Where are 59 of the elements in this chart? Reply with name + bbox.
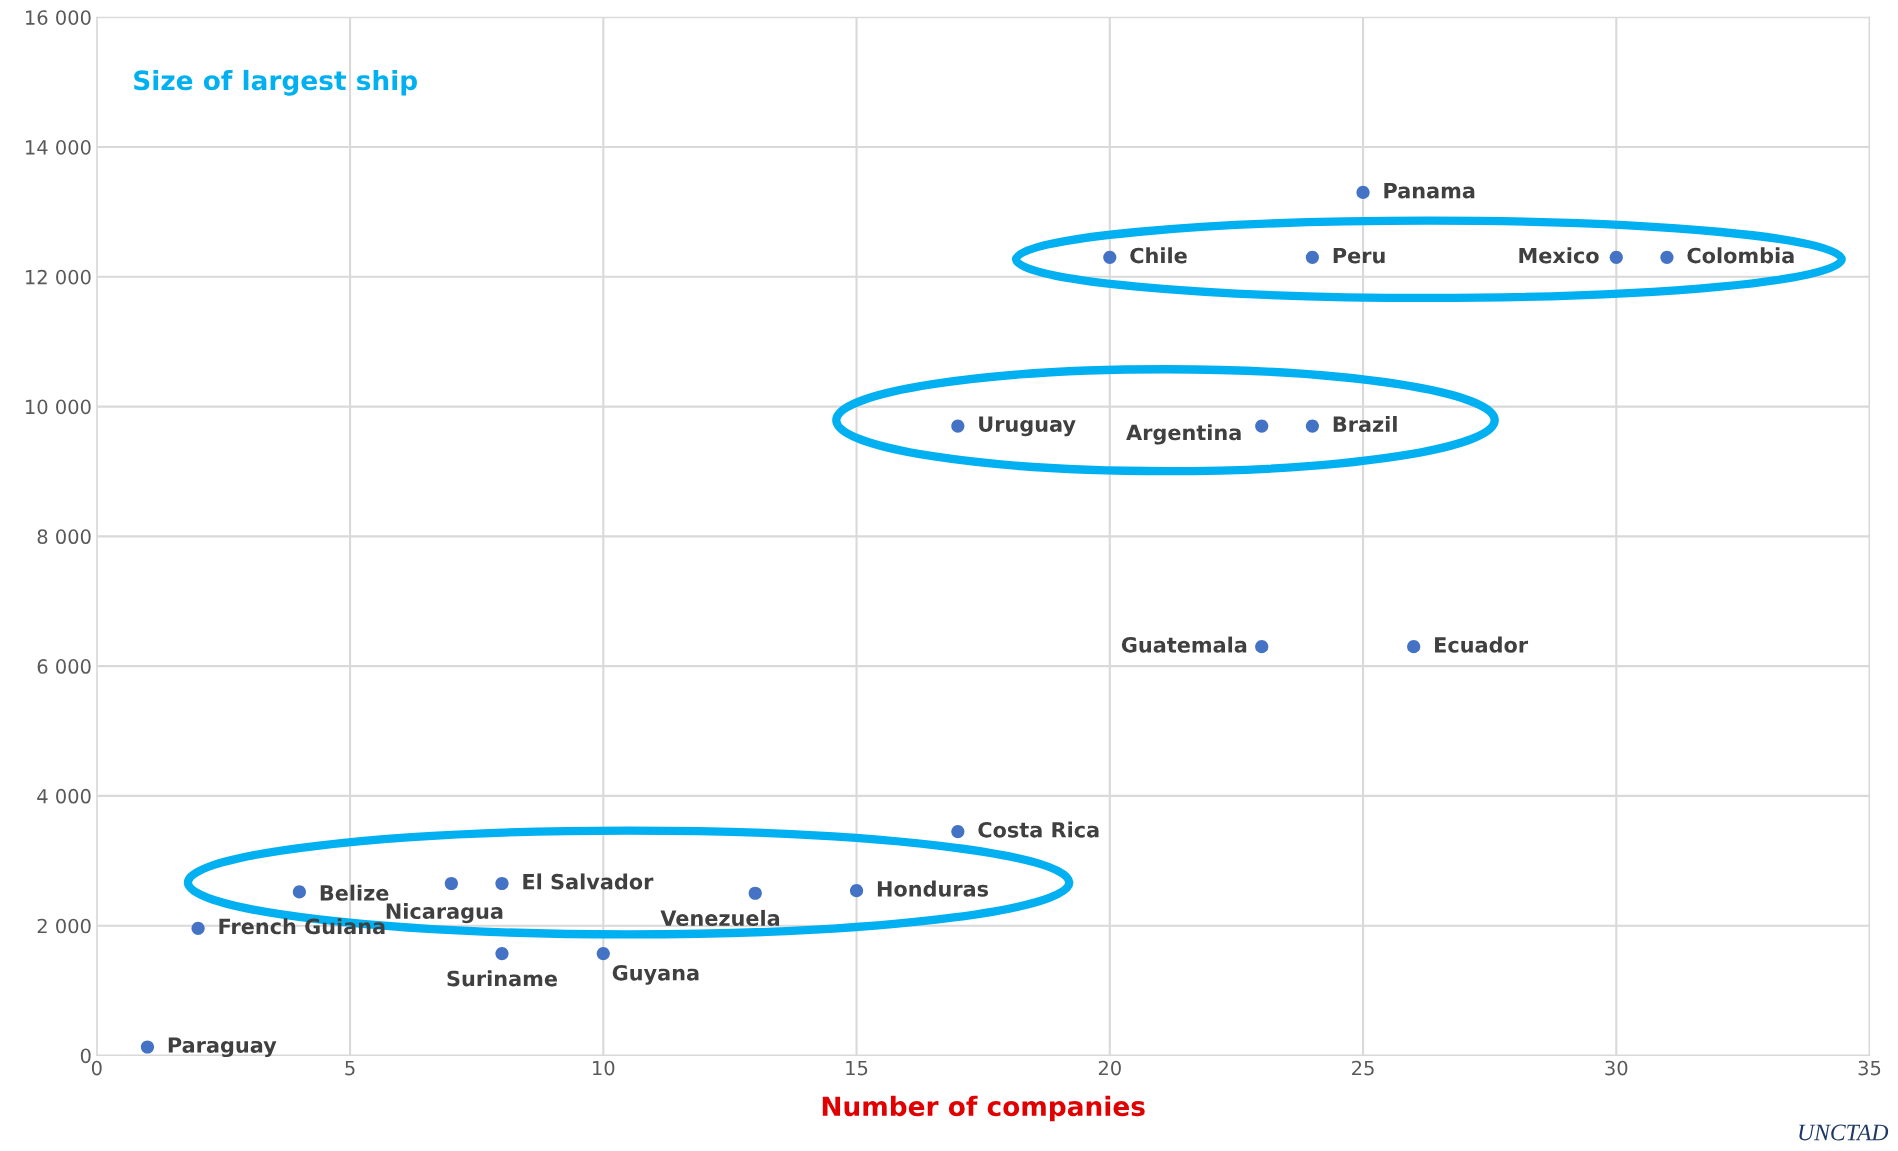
annotation: Paraguay (168, 1037, 277, 1058)
point (1407, 640, 1421, 654)
annotation: Venezuela (660, 909, 780, 927)
annotation: Honduras (877, 880, 989, 897)
y-tick-label: 12 000 (26, 269, 91, 285)
annotation: Argentina (1126, 424, 1241, 445)
annotation: Panama (1384, 183, 1475, 199)
annotation: Nicaragua (386, 902, 503, 924)
y-tick-label: 2 000 (37, 918, 91, 934)
point (444, 876, 458, 891)
point (596, 947, 610, 961)
point (951, 825, 965, 839)
annotation: Belize (320, 884, 389, 901)
point (1609, 250, 1623, 264)
point (1103, 250, 1117, 264)
point (292, 885, 306, 899)
annotation: Ecuador (1435, 636, 1529, 653)
point (748, 886, 762, 900)
point (1660, 250, 1674, 264)
annotation: El Salvador (523, 873, 654, 890)
x-tick-label: 10 (593, 1060, 615, 1076)
x-tick-label: 35 (1858, 1060, 1881, 1076)
y-tick-label: 6 000 (37, 659, 91, 674)
annotation: Colombia (1687, 247, 1794, 264)
x-tick-label: 15 (846, 1060, 868, 1076)
point (951, 419, 965, 433)
annotation: Guyana (612, 964, 699, 985)
x-axis-title: Number of companies (822, 1095, 1145, 1122)
x-tick-label: 0 (91, 1060, 102, 1076)
point (1305, 419, 1319, 433)
x-tick-label: 20 (1098, 1060, 1121, 1076)
point (1255, 640, 1269, 654)
x-tick-label: 30 (1605, 1060, 1628, 1076)
x-tick-label: 5 (345, 1060, 355, 1076)
x-tick-label: 25 (1352, 1060, 1374, 1076)
text: Size of largest ship (134, 69, 417, 96)
annotation: Suriname (447, 970, 557, 987)
point (495, 876, 509, 891)
point (1305, 250, 1319, 264)
point (1356, 185, 1370, 200)
y-tick-label: 10 000 (26, 399, 91, 415)
annotation: Costa Rica (978, 821, 1099, 838)
y-tick-label: 0 (80, 1048, 91, 1064)
point (495, 947, 509, 961)
annotation: Guatemala (1121, 636, 1247, 653)
annotation: Peru (1333, 247, 1385, 264)
point (849, 884, 864, 898)
y-tick-label: 4 000 (37, 788, 91, 804)
y-tick-label: 16 000 (26, 10, 91, 25)
point (140, 1040, 155, 1054)
annotation: Mexico (1519, 247, 1599, 264)
y-tick-label: 14 000 (26, 140, 91, 155)
point (1255, 419, 1269, 433)
y-tick-label: 8 000 (37, 529, 91, 545)
annotation: Uruguay (979, 416, 1076, 437)
point (191, 921, 205, 935)
annotation: Brazil (1333, 415, 1397, 433)
text: UNCTAD (1799, 1124, 1889, 1141)
annotation: Chile (1130, 247, 1187, 264)
